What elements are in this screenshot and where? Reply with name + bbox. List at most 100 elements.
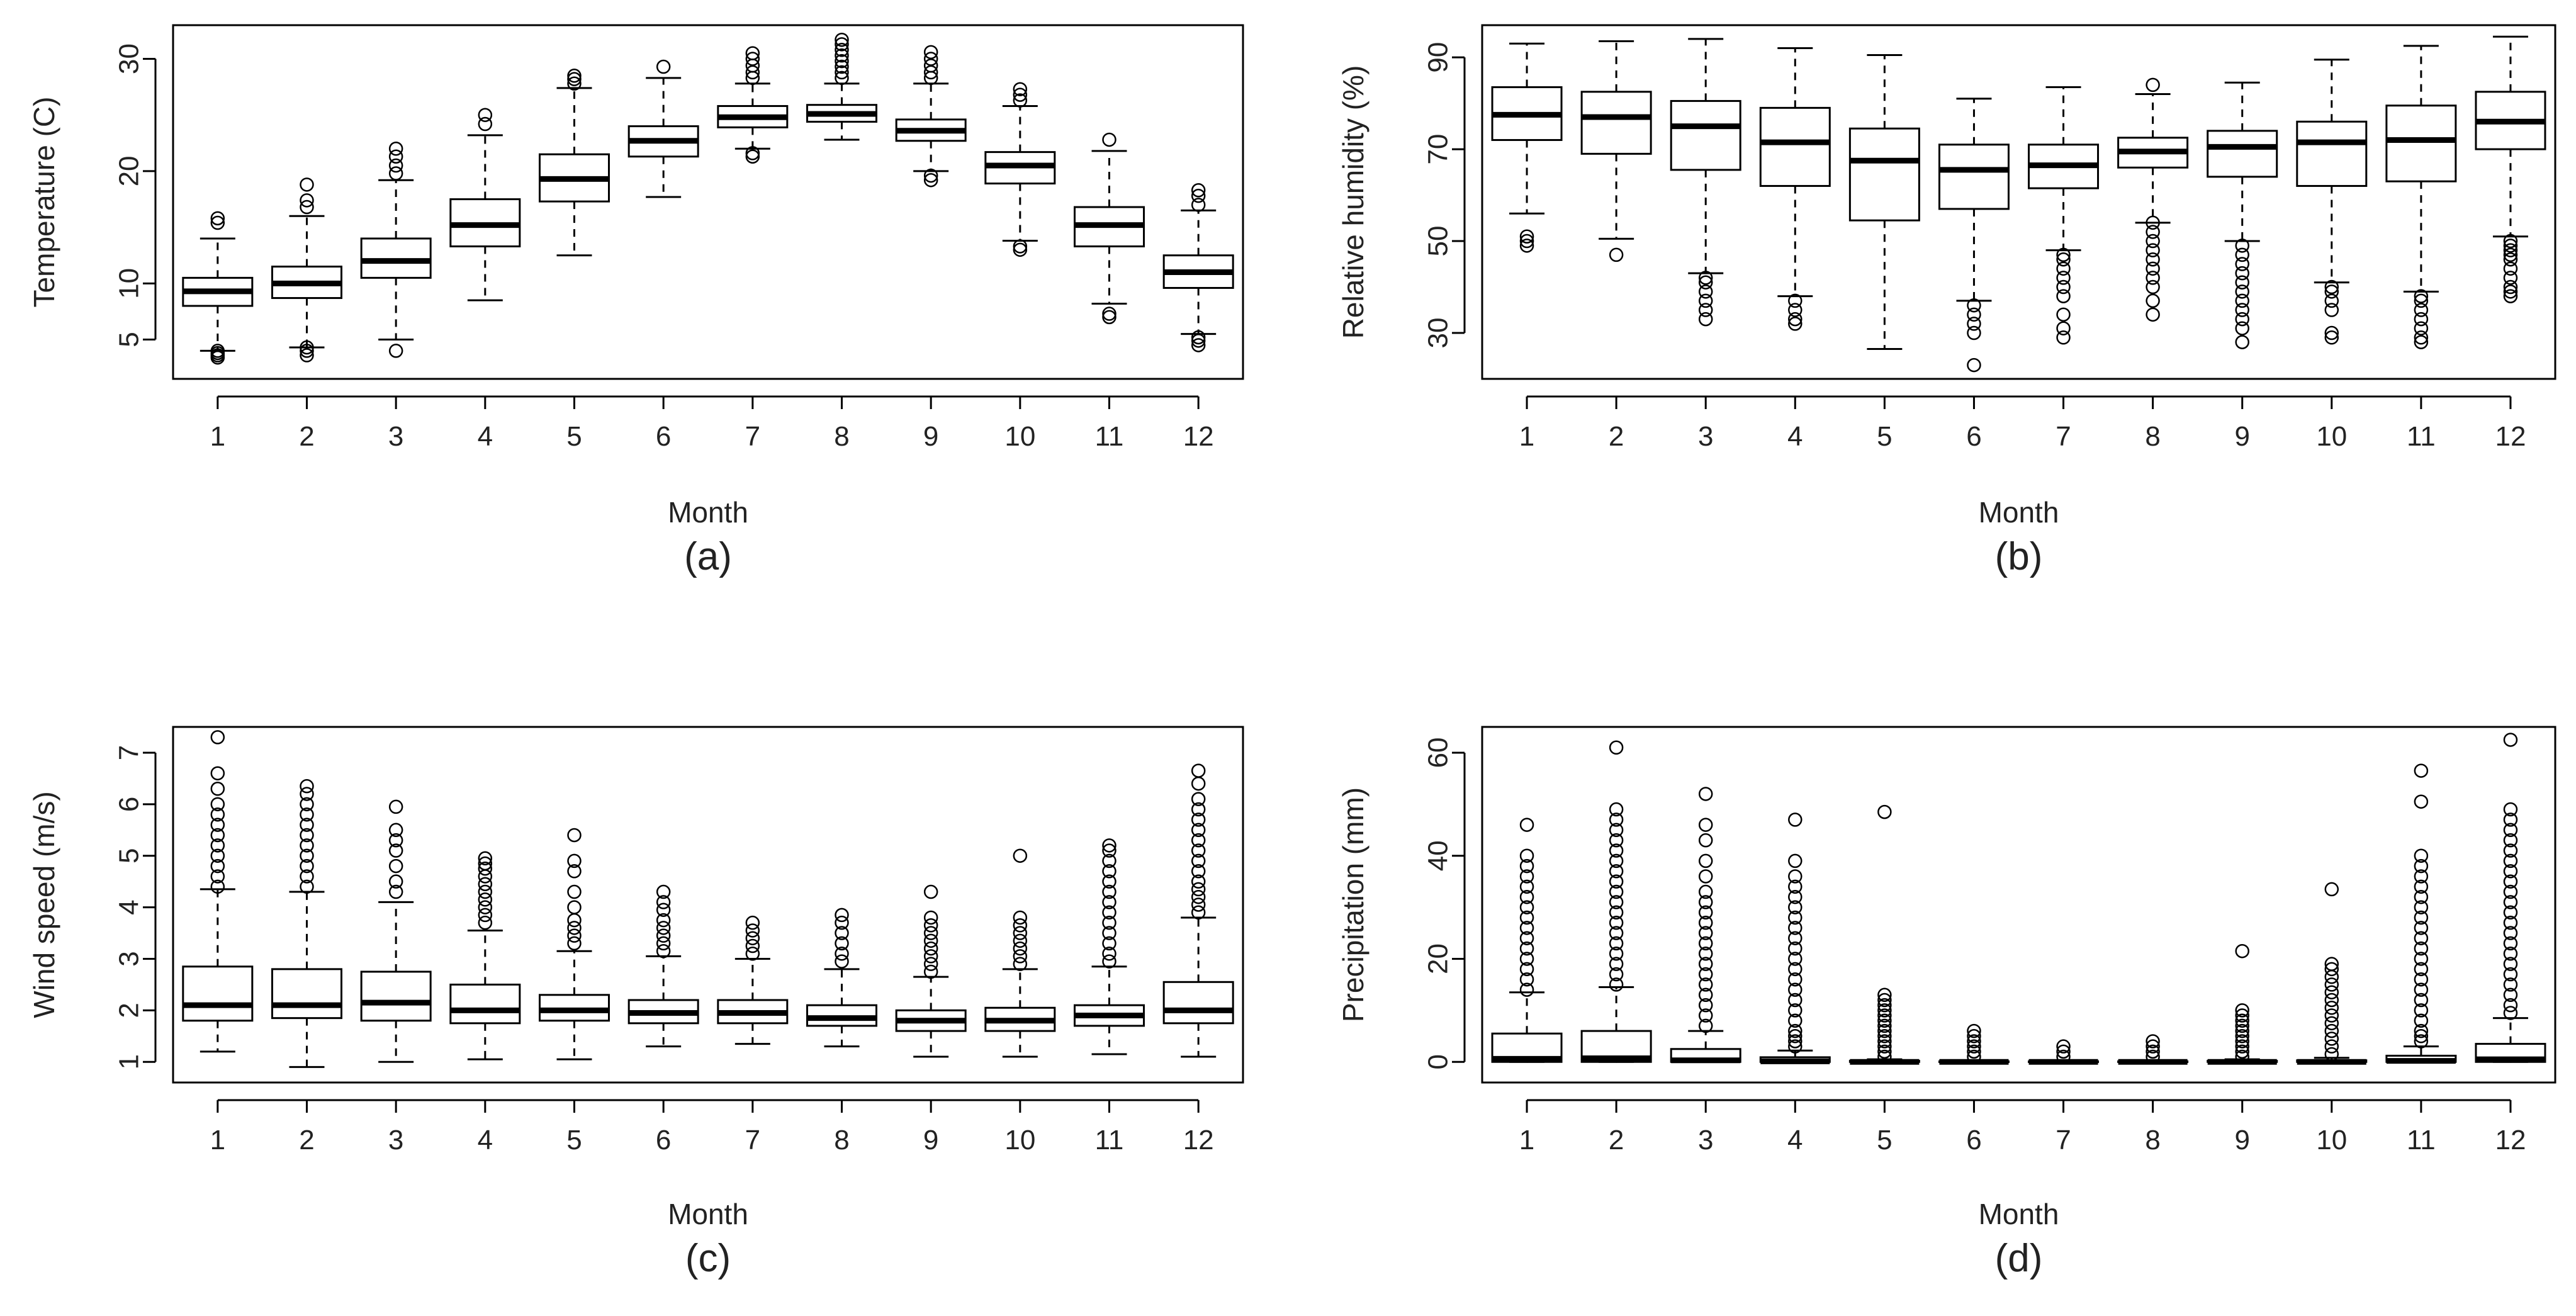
- x-tick-label: 3: [388, 421, 403, 452]
- outlier-point: [2414, 1003, 2429, 1018]
- x-tick-label: 7: [745, 421, 760, 452]
- outlier-point: [2324, 1016, 2339, 1031]
- outlier-point: [745, 52, 760, 66]
- outlier-point: [1698, 869, 1713, 884]
- outlier-point: [567, 828, 582, 843]
- outlier-point: [2503, 884, 2518, 899]
- outlier-point: [2414, 962, 2429, 977]
- outlier-point: [2146, 293, 2160, 308]
- x-tick-label: 8: [834, 421, 849, 452]
- x-tick-label: 12: [2495, 1125, 2526, 1156]
- outlier-point: [388, 833, 403, 848]
- outlier-point: [2414, 910, 2429, 925]
- outlier-point: [388, 158, 403, 173]
- outlier-point: [1788, 312, 1803, 327]
- outlier-point: [2503, 843, 2518, 858]
- panel-label: (b): [1995, 535, 2043, 578]
- x-tick-label: 9: [923, 1125, 938, 1156]
- y-tick-label: 70: [1423, 134, 1454, 165]
- outlier-point: [835, 37, 849, 52]
- outlier-point: [1102, 895, 1116, 909]
- outlier-point: [1191, 813, 1206, 827]
- x-tick-label: 10: [2316, 421, 2347, 452]
- outlier-point: [1609, 884, 1624, 899]
- outlier-point: [1698, 895, 1713, 909]
- outlier-point: [1698, 967, 1713, 982]
- x-tick-label: 5: [1877, 1125, 1892, 1156]
- outlier-point: [2324, 1001, 2339, 1015]
- outlier-point: [656, 943, 671, 959]
- outlier-point: [1102, 954, 1116, 969]
- outlier-point: [1519, 858, 1534, 874]
- outlier-point: [1519, 900, 1534, 914]
- box-month-1: [1491, 42, 1563, 253]
- outlier-point: [300, 193, 314, 208]
- outlier-point: [210, 730, 225, 745]
- outlier-point: [1788, 1013, 1803, 1028]
- outlier-point: [1788, 813, 1803, 827]
- x-tick-label: 1: [1519, 1125, 1534, 1156]
- x-tick-label: 8: [834, 1125, 849, 1156]
- outlier-point: [1191, 843, 1206, 858]
- x-tick-label: 8: [2145, 421, 2160, 452]
- outlier-point: [1788, 900, 1803, 914]
- outlier-point: [1967, 298, 1981, 313]
- x-tick-label: 7: [2056, 421, 2071, 452]
- iqr-box: [271, 968, 342, 1020]
- outlier-point: [923, 933, 938, 948]
- y-tick-label: 5: [114, 848, 145, 863]
- outlier-point: [923, 926, 938, 940]
- outlier-point: [923, 910, 938, 925]
- outlier-point: [1698, 293, 1713, 308]
- outlier-point: [2235, 1013, 2249, 1028]
- box-month-11: [1074, 132, 1145, 325]
- outlier-point: [478, 856, 493, 871]
- outlier-point: [1013, 910, 1028, 925]
- y-tick-label: 20: [1423, 943, 1454, 974]
- outlier-point: [2146, 1044, 2160, 1059]
- outlier-point: [2414, 1023, 2429, 1038]
- outlier-point: [1191, 833, 1206, 848]
- outlier-point: [1609, 740, 1624, 755]
- outlier-point: [1698, 787, 1713, 801]
- outlier-point: [2235, 303, 2249, 317]
- outlier-point: [1788, 1039, 1803, 1054]
- box-month-4: [449, 851, 521, 1060]
- box-month-11: [2385, 45, 2457, 349]
- outlier-point: [835, 908, 849, 923]
- iqr-box: [1670, 99, 1741, 171]
- outlier-point: [1013, 87, 1028, 102]
- iqr-box: [182, 965, 254, 1022]
- outlier-point: [300, 348, 314, 363]
- outlier-point: [1102, 843, 1116, 858]
- outlier-point: [2146, 261, 2160, 276]
- outlier-point: [478, 884, 493, 899]
- outlier-point: [2235, 247, 2249, 262]
- x-tick-label: 4: [1787, 1125, 1803, 1156]
- box-month-5: [539, 69, 610, 257]
- outlier-point: [1698, 275, 1713, 290]
- y-tick-label: 7: [114, 745, 145, 760]
- outlier-point: [1609, 977, 1624, 992]
- x-tick-label: 1: [210, 1125, 225, 1156]
- outlier-point: [1698, 884, 1713, 899]
- x-tick-label: 1: [1519, 421, 1534, 452]
- x-tick-label: 6: [1966, 421, 1981, 452]
- outlier-point: [745, 149, 760, 164]
- outlier-point: [1788, 879, 1803, 894]
- box-month-6: [1938, 1023, 2010, 1065]
- outlier-point: [2414, 794, 2429, 809]
- box-month-12: [1162, 763, 1234, 1058]
- outlier-point: [2503, 998, 2518, 1013]
- box-month-4: [1759, 813, 1831, 1064]
- outlier-point: [2414, 982, 2429, 997]
- outlier-point: [1698, 977, 1713, 992]
- outlier-point: [1788, 910, 1803, 925]
- outlier-point: [1191, 905, 1206, 920]
- iqr-box: [1759, 106, 1831, 187]
- outlier-point: [2324, 985, 2339, 999]
- outlier-point: [2235, 1029, 2249, 1043]
- outlier-point: [1967, 1029, 1981, 1043]
- box-month-5: [1848, 53, 1920, 351]
